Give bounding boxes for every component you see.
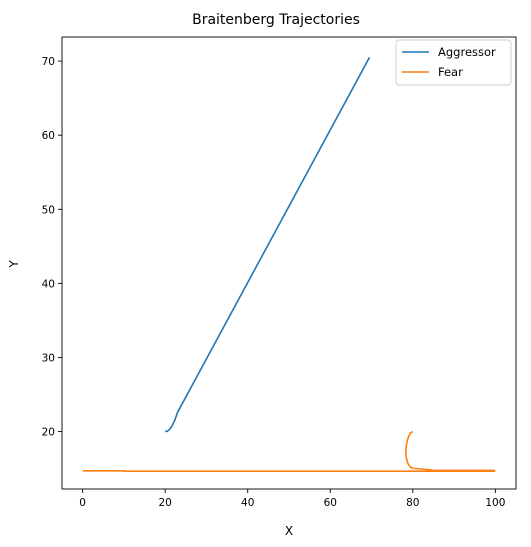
axes-frame <box>61 36 517 490</box>
series-line-aggressor <box>165 56 371 433</box>
y-tick-label: 70 <box>42 56 55 68</box>
x-tick-label: 20 <box>158 497 171 509</box>
plot-area <box>62 37 516 489</box>
y-axis-label: Y <box>7 260 21 269</box>
series-line-fear <box>82 430 496 473</box>
series-layer <box>82 56 496 473</box>
legend-label-fear: Fear <box>438 65 463 79</box>
y-tick-label: 50 <box>42 204 55 216</box>
ticks-layer: 0 20 40 60 80 100 20 30 40 50 60 70 <box>42 36 517 509</box>
x-tick-label: 0 <box>79 497 86 509</box>
x-tick-label: 60 <box>324 497 337 509</box>
legend-label-aggressor: Aggressor <box>438 45 496 59</box>
y-tick-label: 60 <box>42 130 55 142</box>
y-tick-label: 30 <box>42 352 55 364</box>
legend: Aggressor Fear <box>395 39 512 86</box>
plot-background <box>62 37 516 489</box>
y-tick-label: 20 <box>42 427 55 439</box>
chart-title: Braitenberg Trajectories <box>192 12 360 28</box>
x-tick-label: 80 <box>406 497 419 509</box>
x-tick-label: 40 <box>241 497 254 509</box>
x-tick-label: 100 <box>485 497 505 509</box>
y-tick-label: 40 <box>42 278 55 290</box>
x-axis-label: X <box>285 524 293 538</box>
